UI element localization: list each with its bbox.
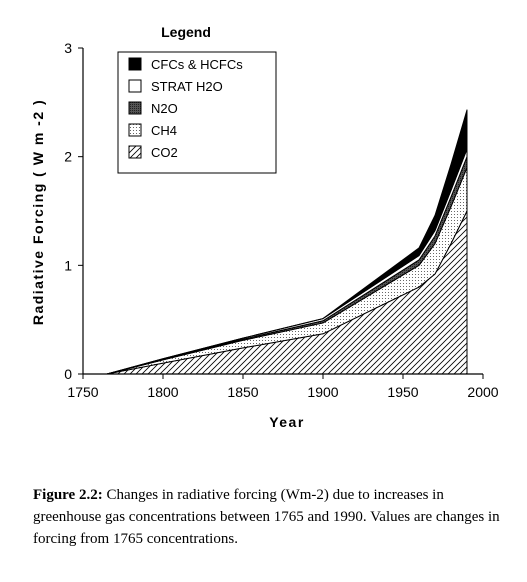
- legend-swatch: [128, 101, 142, 115]
- legend-swatch: [128, 57, 142, 71]
- x-tick-label: 1750: [67, 384, 98, 400]
- area-co2: [106, 210, 468, 375]
- legend-item-label: CO2: [151, 145, 178, 160]
- area-cfcs-hcfcs: [106, 109, 468, 375]
- legend-item-label: STRAT H2O: [151, 79, 223, 94]
- radiative-forcing-chart: 1750 1800 1850 1900 1950 2000 0 1 2 3 Year Radiat…: [30, 24, 499, 430]
- legend-swatch: [128, 123, 142, 137]
- figure-label: Figure 2.2:: [33, 487, 103, 503]
- legend-swatch: [128, 145, 142, 159]
- legend-box: [117, 51, 277, 174]
- y-tick-label: 1: [64, 257, 72, 273]
- x-tick-label: 1950: [387, 384, 418, 400]
- x-axis-title: Year: [269, 414, 305, 430]
- legend-title: Legend: [161, 24, 211, 40]
- y-axis-title: Radiative Forcing ( W m -2 ): [30, 99, 46, 325]
- x-tick-label: 1800: [147, 384, 178, 400]
- stacked-areas: [106, 109, 468, 375]
- legend: Legend CFCs & HCFCs STRAT H2O N2O CH4 CO2: [117, 24, 277, 174]
- legend-item-label: CH4: [151, 123, 177, 138]
- axes: [78, 47, 484, 379]
- legend-item-label: N2O: [151, 101, 178, 116]
- tick-labels: 1750 1800 1850 1900 1950 2000 0 1 2 3: [64, 40, 499, 400]
- x-tick-label: 1850: [227, 384, 258, 400]
- legend-swatch: [128, 79, 142, 93]
- figure-caption: Figure 2.2: Changes in radiative forcing…: [33, 484, 513, 550]
- figure-caption-text: Changes in radiative forcing (Wm-2) due …: [33, 487, 500, 547]
- x-tick-label: 2000: [467, 384, 498, 400]
- legend-item-label: CFCs & HCFCs: [151, 57, 243, 72]
- x-tick-label: 1900: [307, 384, 338, 400]
- y-tick-label: 3: [64, 40, 72, 56]
- y-tick-label: 0: [64, 366, 72, 382]
- y-tick-label: 2: [64, 149, 72, 165]
